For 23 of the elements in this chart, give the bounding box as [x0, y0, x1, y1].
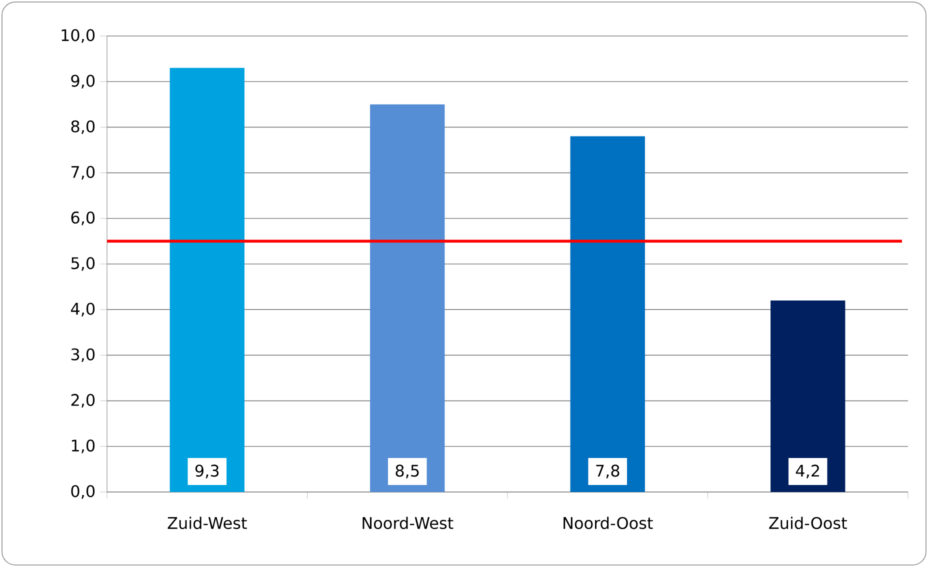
bar [570, 136, 645, 492]
y-tick-label: 8,0 [71, 120, 95, 134]
y-tick-label: 3,0 [71, 348, 95, 362]
x-tick-label: Noord-Oost [564, 516, 653, 530]
y-tick-label: 6,0 [71, 212, 95, 226]
y-tick-label: 2,0 [71, 394, 95, 408]
y-tick-label: 1,0 [72, 440, 95, 454]
data-label: 9,3 [195, 464, 219, 478]
bar [370, 104, 445, 492]
y-tick-label: 10,0 [62, 29, 95, 43]
y-tick-label: 9,0 [71, 74, 95, 88]
x-tick-label: Noord-West [362, 516, 454, 530]
data-label: 8,5 [396, 464, 419, 478]
y-tick-label: 0,0 [71, 485, 95, 499]
y-tick-label: 5,0 [71, 257, 95, 271]
y-tick-label: 4,0 [70, 302, 95, 316]
bar [770, 300, 846, 492]
x-tick-label: Zuid-West [168, 516, 247, 530]
data-label: 4,2 [796, 464, 819, 478]
y-tick-label: 7,0 [72, 166, 95, 180]
bar [170, 68, 244, 492]
x-tick-label: Zuid-Oost [769, 516, 847, 530]
data-label: 7,8 [596, 464, 620, 478]
